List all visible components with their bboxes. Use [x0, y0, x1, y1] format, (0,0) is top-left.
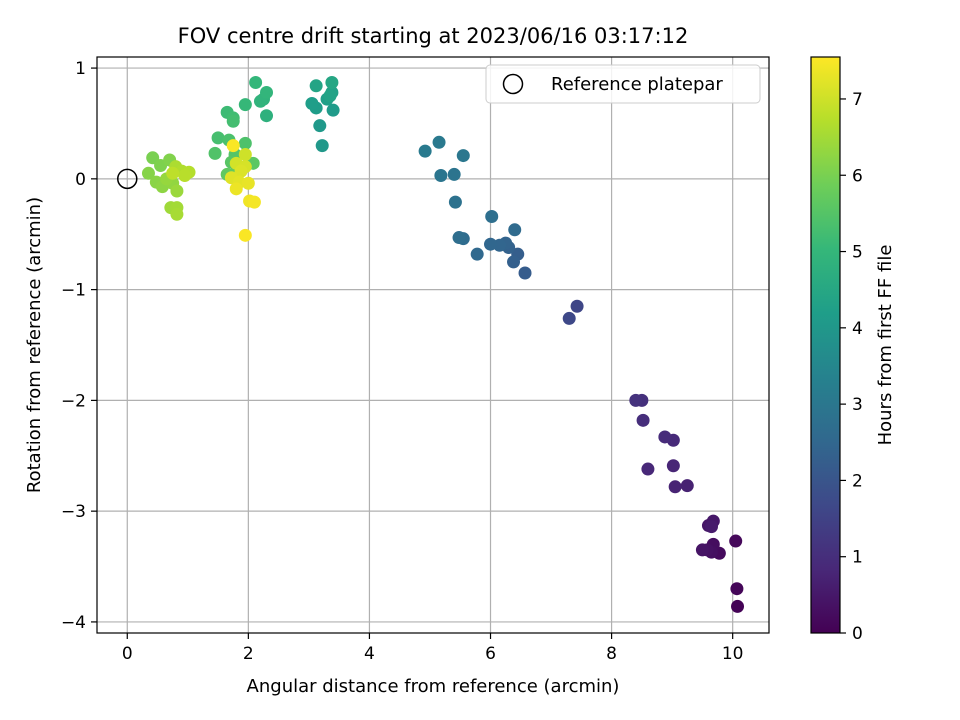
colorbar-tick-label: 6: [852, 166, 863, 186]
data-point: [447, 167, 461, 181]
data-point: [636, 413, 650, 427]
colorbar-label: Hours from first FF file: [875, 245, 896, 446]
data-point: [704, 520, 718, 534]
colorbar: 0 1 2 3 4 5 6 7 Hours from first FF file: [810, 56, 896, 644]
grid-lines: [97, 57, 769, 633]
data-point: [470, 247, 484, 261]
data-point: [238, 228, 252, 242]
colorbar-tick-label: 1: [852, 548, 863, 568]
x-axis-label: Angular distance from reference (arcmin): [247, 676, 620, 697]
data-point: [484, 237, 498, 251]
data-point: [730, 582, 744, 596]
data-point: [570, 299, 584, 313]
y-tick-label: −1: [61, 281, 86, 301]
data-point: [238, 98, 252, 112]
data-point: [238, 147, 252, 161]
data-point: [249, 75, 263, 89]
data-point: [323, 89, 337, 103]
legend-marker-open-circle: [502, 73, 524, 95]
data-point: [238, 136, 252, 150]
y-axis-ticks: 1 0 −1 −2 −3 −4: [61, 59, 97, 633]
data-point: [729, 534, 743, 548]
y-tick-label: −3: [61, 502, 86, 522]
data-point: [309, 79, 323, 93]
data-point: [166, 166, 180, 180]
data-point: [448, 195, 462, 209]
data-point: [241, 176, 255, 190]
plot-frame: [96, 56, 770, 634]
legend-label: Reference platepar: [551, 74, 723, 95]
x-tick-label: 6: [485, 644, 496, 664]
legend-box: [485, 64, 761, 104]
data-point: [208, 146, 222, 160]
data-point: [141, 166, 155, 180]
data-point: [226, 139, 240, 153]
legend: Reference platepar: [485, 64, 761, 104]
data-point: [485, 210, 499, 224]
data-point: [508, 223, 522, 237]
data-point: [658, 430, 672, 444]
data-point: [315, 139, 329, 153]
reference-platepar-marker: [117, 168, 138, 190]
data-point: [456, 149, 470, 163]
data-point: [305, 97, 319, 111]
data-point: [518, 266, 532, 280]
data-point: [247, 195, 261, 209]
data-point: [432, 135, 446, 149]
data-point: [260, 85, 274, 99]
data-points: [141, 75, 745, 613]
y-tick-label: 1: [75, 59, 86, 79]
x-tick-label: 4: [364, 644, 375, 664]
y-tick-label: −4: [61, 613, 86, 633]
y-axis-label: Rotation from reference (arcmin): [24, 197, 45, 493]
data-point: [680, 479, 694, 493]
data-point: [641, 462, 655, 476]
data-point: [695, 543, 709, 557]
data-point: [325, 75, 339, 89]
colorbar-tick-label: 7: [852, 90, 863, 110]
data-point: [260, 109, 274, 123]
colorbar-tick-label: 0: [852, 624, 863, 644]
colorbar-ticks: 0 1 2 3 4 5 6 7: [840, 90, 863, 644]
data-point: [326, 103, 340, 117]
colorbar-tick-label: 4: [852, 319, 863, 339]
data-point: [170, 184, 184, 198]
x-tick-label: 8: [606, 644, 617, 664]
data-point: [313, 119, 327, 133]
y-tick-label: 0: [75, 170, 86, 190]
data-point: [562, 311, 576, 325]
data-point: [668, 480, 682, 494]
chart-title: FOV centre drift starting at 2023/06/16 …: [178, 24, 689, 48]
x-tick-label: 0: [122, 644, 133, 664]
data-point: [418, 144, 432, 158]
colorbar-tick-label: 5: [852, 243, 863, 263]
y-tick-label: −2: [61, 391, 86, 411]
data-point: [234, 164, 248, 178]
x-tick-label: 10: [722, 644, 744, 664]
data-point: [211, 131, 225, 145]
data-point: [170, 207, 184, 221]
x-tick-label: 2: [243, 644, 254, 664]
colorbar-tick-label: 2: [852, 471, 863, 491]
data-point: [629, 393, 643, 407]
data-point: [666, 459, 680, 473]
data-point: [434, 169, 448, 183]
data-point: [452, 231, 466, 245]
data-point: [226, 114, 240, 128]
colorbar-tick-label: 3: [852, 395, 863, 415]
data-point: [229, 182, 243, 196]
data-point: [507, 255, 521, 269]
colorbar-gradient: [810, 56, 841, 634]
data-point: [731, 599, 745, 613]
data-point: [178, 169, 192, 183]
x-axis-ticks: 0 2 4 6 8 10: [122, 633, 744, 664]
